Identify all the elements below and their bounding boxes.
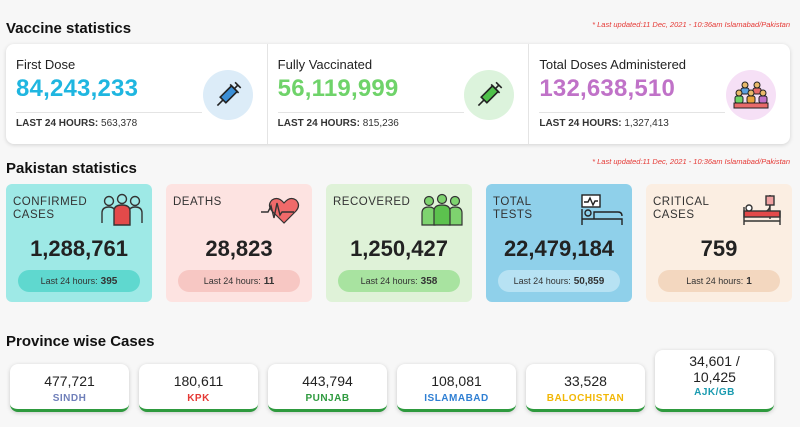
province-value: 477,721: [44, 373, 95, 389]
fully-vaccinated-value: 56,119,999: [277, 75, 399, 102]
deaths-card: DEATHS 28,823 Last 24 hours: 11: [166, 184, 312, 302]
iv-bed-icon: [740, 193, 784, 227]
province-name: SINDH: [52, 393, 87, 404]
total-tests-value: 22,479,184: [503, 236, 615, 261]
total-doses-value: 132,638,510: [539, 75, 676, 102]
province-name: BALOCHISTAN: [546, 393, 625, 404]
province-card-punjab: 443,794 PUNJAB: [268, 364, 387, 412]
recovered-people-icon: [420, 193, 464, 227]
confirmed-cases-value: 1,288,761: [30, 236, 128, 261]
first-dose-label: First Dose: [16, 57, 76, 72]
first-dose-value: 84,243,233: [16, 75, 139, 102]
confirmed-cases-last-24h: Last 24 hours: 395: [18, 270, 140, 292]
first-dose-panel: First Dose 84,243,233 LAST 24 HOURS: 563…: [6, 44, 267, 144]
total-tests-last-24h: Last 24 hours: 50,859: [498, 270, 620, 292]
heartbeat-icon: [260, 193, 304, 227]
fully-vaccinated-label: Fully Vaccinated: [277, 57, 373, 72]
people-group-icon: [726, 70, 777, 120]
total-tests-label: TOTAL TESTS: [493, 196, 533, 221]
first-dose-last-24h: LAST 24 HOURS: 563,378: [16, 118, 138, 129]
province-card-kpk: 180,611 KPK: [139, 364, 258, 412]
fully-vaccinated-panel: Fully Vaccinated 56,119,999 LAST 24 HOUR…: [266, 44, 529, 144]
deaths-label: DEATHS: [173, 196, 222, 208]
total-tests-card: TOTAL TESTS 22,479,184 Last 24 hours: 50,…: [486, 184, 632, 302]
province-cases-title: Province wise Cases: [6, 333, 155, 350]
deaths-last-24h: Last 24 hours: 11: [178, 270, 300, 292]
vaccine-statistics-title: Vaccine statistics: [6, 20, 132, 37]
province-value: 108,081: [431, 373, 482, 389]
province-card-ajk-gb: 34,601 /10,425 AJK/GB: [655, 350, 774, 412]
total-doses-panel: Total Doses Administered 132,638,510 LAS…: [528, 44, 790, 144]
patients-icon: [100, 193, 144, 227]
recovered-last-24h: Last 24 hours: 358: [338, 270, 460, 292]
province-name: PUNJAB: [305, 393, 350, 404]
recovered-card: RECOVERED 1,250,427 Last 24 hours: 358: [326, 184, 472, 302]
deaths-value: 28,823: [205, 236, 273, 261]
recovered-label: RECOVERED: [333, 196, 411, 208]
province-value: 33,528: [564, 373, 607, 389]
confirmed-cases-label: CONFIRMED CASES: [13, 196, 88, 221]
pakistan-statistics-title: Pakistan statistics: [6, 160, 137, 177]
confirmed-cases-card: CONFIRMED CASES 1,288,761 Last 24 hours:…: [6, 184, 152, 302]
vaccine-last-updated: * Last updated:11 Dec, 2021 - 10:36am Is…: [592, 20, 790, 29]
province-name: AJK/GB: [694, 387, 735, 398]
province-name: ISLAMABAD: [424, 393, 489, 404]
syringe-icon: [202, 70, 253, 120]
recovered-value: 1,250,427: [350, 236, 448, 261]
province-value: 443,794: [302, 373, 353, 389]
pakistan-last-updated: * Last updated:11 Dec, 2021 - 10:36am Is…: [592, 157, 790, 166]
province-card-balochistan: 33,528 BALOCHISTAN: [526, 364, 645, 412]
critical-cases-label: CRITICAL CASES: [653, 196, 709, 221]
vaccine-card: First Dose 84,243,233 LAST 24 HOURS: 563…: [6, 44, 790, 144]
province-name: KPK: [187, 393, 210, 404]
province-value: 180,611: [173, 373, 224, 389]
critical-cases-last-24h: Last 24 hours: 1: [658, 270, 780, 292]
total-doses-last-24h: LAST 24 HOURS: 1,327,413: [539, 118, 669, 129]
province-card-sindh: 477,721 SINDH: [10, 364, 129, 412]
critical-cases-card: CRITICAL CASES 759 Last 24 hours: 1: [646, 184, 792, 302]
hospital-bed-monitor-icon: [580, 193, 624, 227]
total-doses-label: Total Doses Administered: [539, 57, 687, 72]
province-value: 34,601 /10,425: [689, 353, 740, 385]
syringe-icon: [464, 70, 515, 120]
critical-cases-value: 759: [700, 236, 738, 261]
province-card-islamabad: 108,081 ISLAMABAD: [397, 364, 516, 412]
fully-vaccinated-last-24h: LAST 24 HOURS: 815,236: [277, 118, 399, 129]
